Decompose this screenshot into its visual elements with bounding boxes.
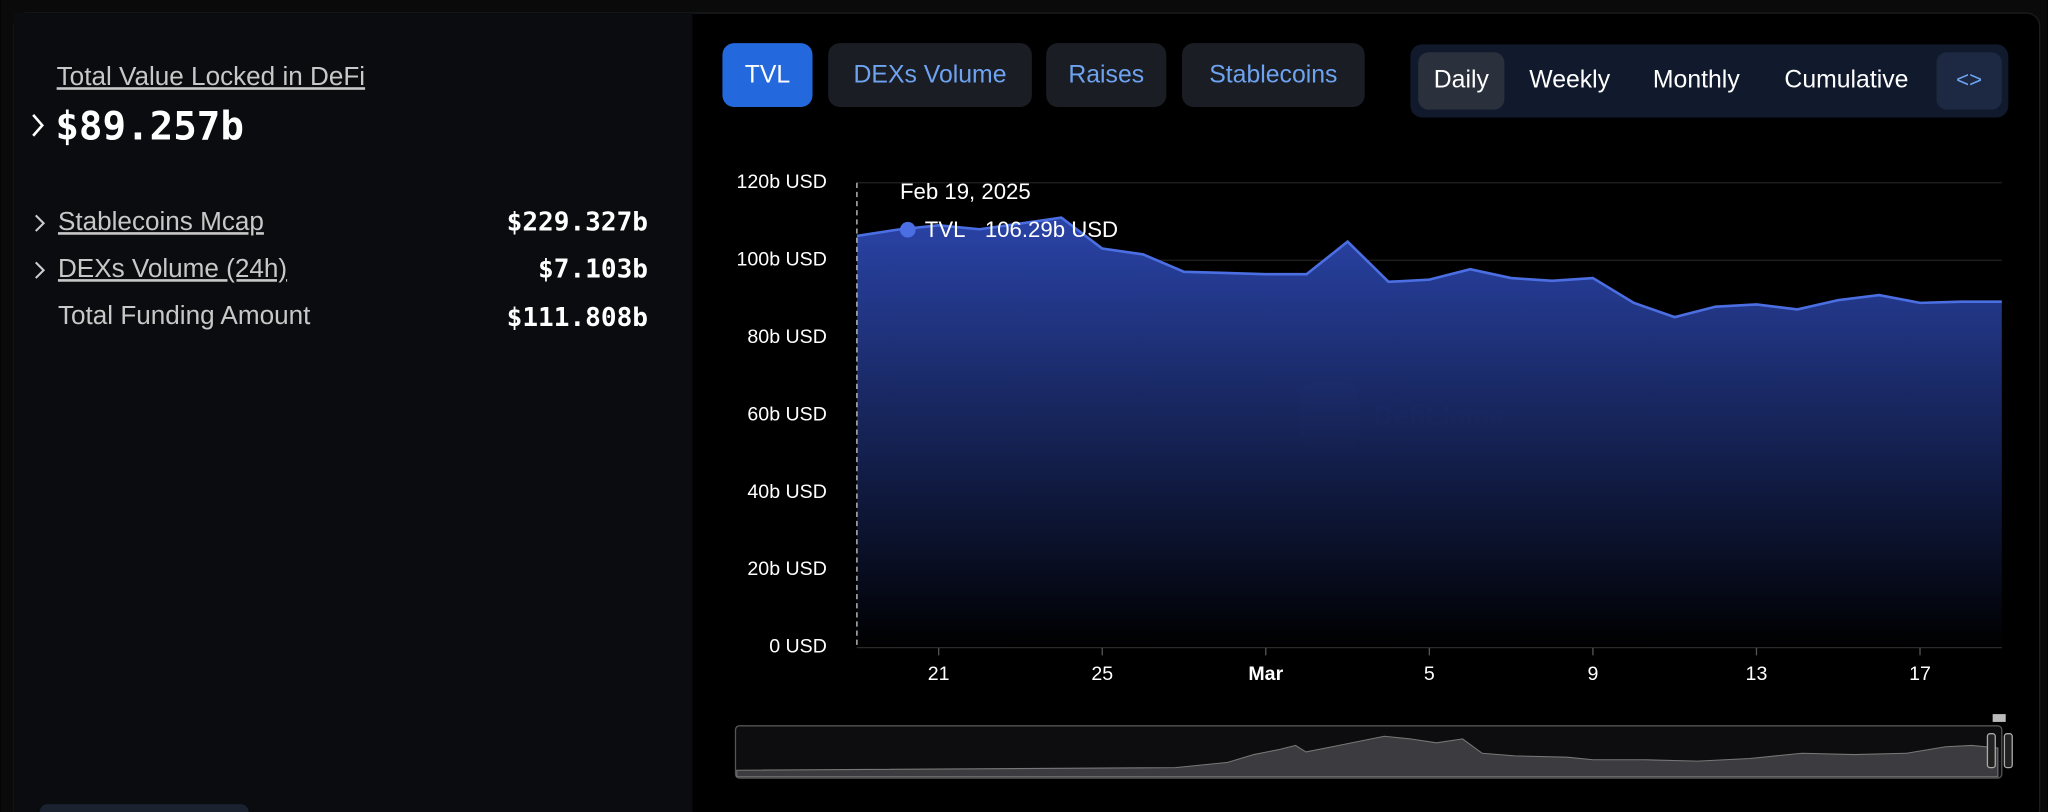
y-tick-label: 80b USD <box>747 326 826 348</box>
tooltip-value: 106.29b USD <box>985 217 1118 242</box>
sidebar <box>13 13 693 812</box>
chevron[interactable] <box>35 261 46 279</box>
navigator-handle[interactable] <box>1986 733 1996 769</box>
period-label[interactable]: Cumulative <box>1784 66 1908 93</box>
x-tick-label: 9 <box>1587 663 1598 685</box>
row-label: Total Funding Amount <box>58 300 311 330</box>
y-tick-label: 40b USD <box>747 481 826 503</box>
tab[interactable] <box>1046 43 1167 108</box>
x-tick-label: 21 <box>928 663 950 685</box>
row-value: $229.327b <box>507 208 648 238</box>
period-label[interactable]: Monthly <box>1653 66 1740 93</box>
y-tick-label: 100b USD <box>737 248 827 270</box>
y-tick-label: 120b USD <box>737 171 827 193</box>
tvl-total: $89.257b <box>55 105 244 150</box>
tab[interactable] <box>722 43 813 108</box>
navigator-grip[interactable] <box>1992 714 2006 722</box>
tooltip-series: TVL <box>925 217 966 242</box>
period-label[interactable]: Weekly <box>1529 66 1610 93</box>
tooltip-date: Feb 19, 2025 <box>900 179 1031 204</box>
tvl-title[interactable]: Total Value Locked in DeFi <box>57 61 365 91</box>
tab-label[interactable]: TVL <box>745 61 790 88</box>
embed-label[interactable]: <> <box>1956 67 1982 92</box>
row-value: $111.808b <box>507 303 648 333</box>
y-tick-label: 20b USD <box>747 558 826 580</box>
tab[interactable] <box>828 43 1032 108</box>
tab-label[interactable]: Raises <box>1068 61 1144 88</box>
tooltip-dot <box>899 221 916 238</box>
x-tick-label: 5 <box>1424 663 1435 685</box>
period-label[interactable]: Daily <box>1434 66 1490 93</box>
x-tick-label: Mar <box>1248 663 1283 685</box>
x-tick-label: 17 <box>1909 663 1931 685</box>
navigator-handle[interactable] <box>2003 733 2013 769</box>
area <box>856 217 2002 648</box>
tab-label[interactable]: DEXs Volume <box>854 61 1007 88</box>
row-label[interactable]: DEXs Volume (24h) <box>58 253 287 283</box>
embed-button[interactable] <box>1936 52 2002 110</box>
tab[interactable] <box>1181 43 1365 108</box>
y-tick-label: 60b USD <box>747 403 826 425</box>
period-group <box>1410 44 2009 118</box>
chevron[interactable] <box>32 114 45 137</box>
line <box>856 216 2002 319</box>
x-tick-label: 25 <box>1091 663 1113 685</box>
row-value: $7.103b <box>538 255 648 285</box>
chevron[interactable] <box>35 214 46 232</box>
navigator-area <box>736 735 1999 778</box>
x-tick-label: 13 <box>1746 663 1768 685</box>
sidebar-button <box>39 804 249 812</box>
y-tick-label: 0 USD <box>769 636 827 658</box>
period-selected[interactable] <box>1418 52 1505 110</box>
tab-label[interactable]: Stablecoins <box>1209 61 1337 88</box>
row-label[interactable]: Stablecoins Mcap <box>58 206 264 236</box>
